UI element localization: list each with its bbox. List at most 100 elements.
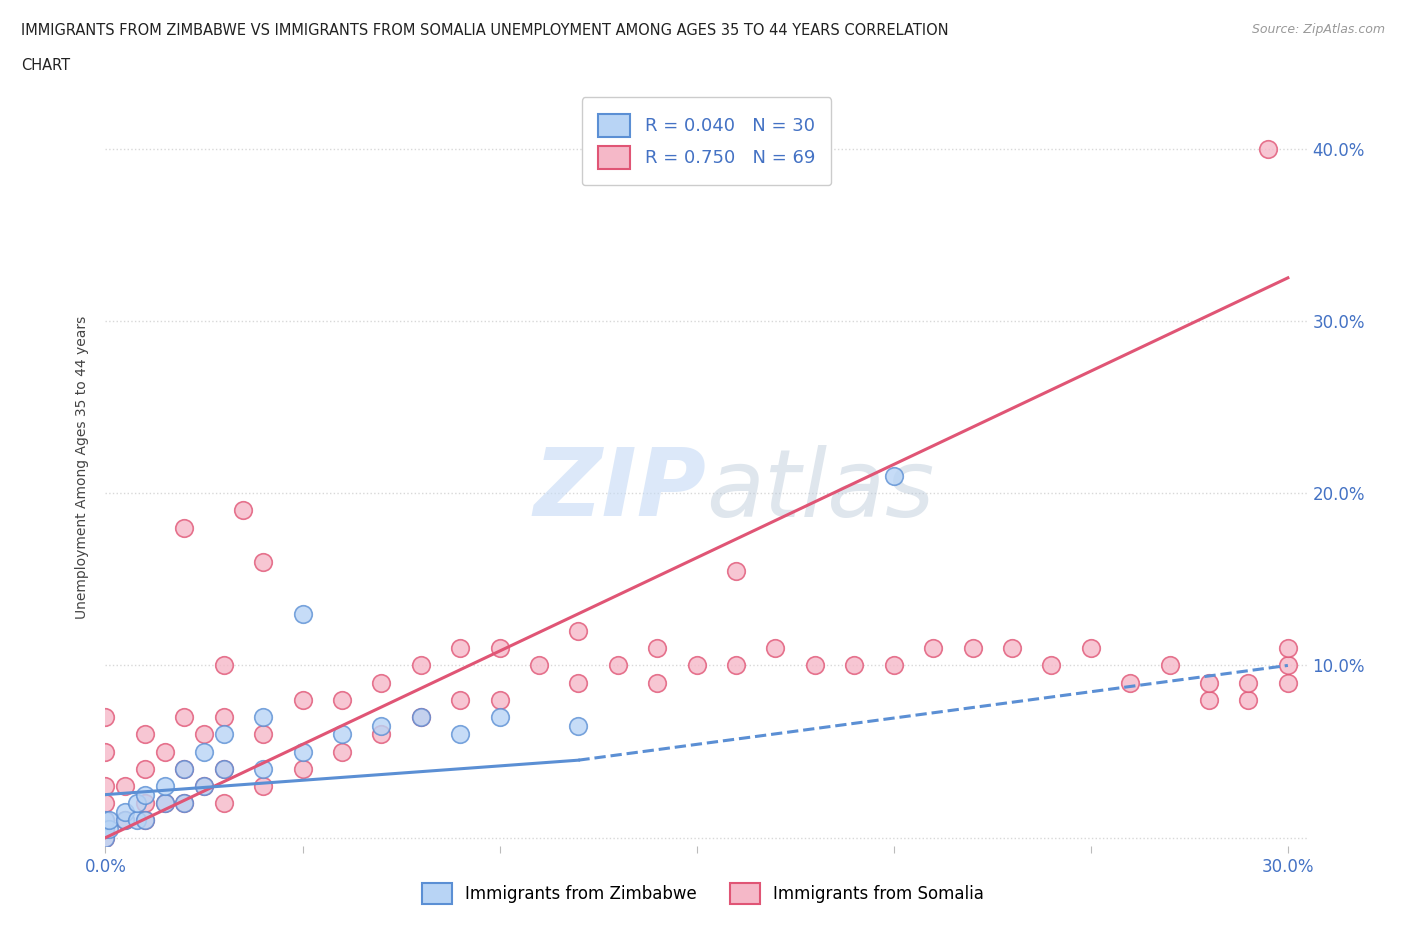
Point bbox=[252, 554, 274, 569]
Point bbox=[1001, 641, 1024, 656]
Point bbox=[153, 796, 176, 811]
Point bbox=[252, 762, 274, 777]
Point bbox=[883, 469, 905, 484]
Point bbox=[370, 675, 392, 690]
Point bbox=[449, 641, 471, 656]
Point bbox=[173, 762, 195, 777]
Point bbox=[291, 693, 314, 708]
Point bbox=[94, 710, 117, 724]
Point bbox=[804, 658, 827, 673]
Point bbox=[125, 796, 148, 811]
Point bbox=[488, 693, 510, 708]
Point bbox=[725, 658, 748, 673]
Point bbox=[1277, 658, 1299, 673]
Point bbox=[193, 778, 215, 793]
Point bbox=[153, 796, 176, 811]
Text: Source: ZipAtlas.com: Source: ZipAtlas.com bbox=[1251, 23, 1385, 36]
Point bbox=[922, 641, 945, 656]
Point bbox=[94, 830, 117, 845]
Point bbox=[212, 710, 235, 724]
Point bbox=[1277, 641, 1299, 656]
Point bbox=[134, 727, 156, 742]
Point bbox=[962, 641, 984, 656]
Point bbox=[409, 710, 432, 724]
Point bbox=[252, 778, 274, 793]
Point bbox=[173, 520, 195, 535]
Point bbox=[193, 727, 215, 742]
Point bbox=[1198, 675, 1220, 690]
Text: IMMIGRANTS FROM ZIMBABWE VS IMMIGRANTS FROM SOMALIA UNEMPLOYMENT AMONG AGES 35 T: IMMIGRANTS FROM ZIMBABWE VS IMMIGRANTS F… bbox=[21, 23, 949, 38]
Point bbox=[212, 727, 235, 742]
Point bbox=[645, 675, 668, 690]
Point bbox=[134, 762, 156, 777]
Point bbox=[94, 744, 117, 759]
Point bbox=[409, 710, 432, 724]
Point bbox=[125, 813, 148, 828]
Point bbox=[153, 744, 176, 759]
Point bbox=[134, 813, 156, 828]
Point bbox=[1198, 693, 1220, 708]
Point bbox=[153, 778, 176, 793]
Point bbox=[212, 762, 235, 777]
Point bbox=[114, 813, 136, 828]
Point bbox=[1159, 658, 1181, 673]
Point bbox=[94, 813, 117, 828]
Legend: Immigrants from Zimbabwe, Immigrants from Somalia: Immigrants from Zimbabwe, Immigrants fro… bbox=[413, 874, 993, 912]
Point bbox=[98, 821, 121, 836]
Point bbox=[883, 658, 905, 673]
Point bbox=[252, 710, 274, 724]
Point bbox=[370, 718, 392, 733]
Point bbox=[527, 658, 550, 673]
Point bbox=[449, 693, 471, 708]
Point bbox=[567, 718, 589, 733]
Point bbox=[330, 744, 353, 759]
Point bbox=[94, 830, 117, 845]
Point bbox=[567, 623, 589, 638]
Point bbox=[114, 813, 136, 828]
Point bbox=[98, 813, 121, 828]
Point bbox=[134, 813, 156, 828]
Y-axis label: Unemployment Among Ages 35 to 44 years: Unemployment Among Ages 35 to 44 years bbox=[76, 315, 90, 619]
Point bbox=[1237, 675, 1260, 690]
Point bbox=[330, 693, 353, 708]
Point bbox=[94, 813, 117, 828]
Point bbox=[765, 641, 787, 656]
Text: atlas: atlas bbox=[707, 445, 935, 536]
Point bbox=[134, 796, 156, 811]
Text: CHART: CHART bbox=[21, 58, 70, 73]
Point bbox=[212, 658, 235, 673]
Point bbox=[173, 762, 195, 777]
Point bbox=[330, 727, 353, 742]
Point bbox=[94, 821, 117, 836]
Point bbox=[252, 727, 274, 742]
Point bbox=[1277, 675, 1299, 690]
Point bbox=[212, 762, 235, 777]
Point bbox=[685, 658, 707, 673]
Point bbox=[488, 641, 510, 656]
Point bbox=[1040, 658, 1063, 673]
Point bbox=[449, 727, 471, 742]
Point bbox=[94, 821, 117, 836]
Point bbox=[173, 796, 195, 811]
Point bbox=[291, 762, 314, 777]
Point bbox=[488, 710, 510, 724]
Point bbox=[291, 606, 314, 621]
Point bbox=[212, 796, 235, 811]
Point bbox=[173, 710, 195, 724]
Point bbox=[1237, 693, 1260, 708]
Point bbox=[645, 641, 668, 656]
Point bbox=[232, 503, 254, 518]
Point bbox=[370, 727, 392, 742]
Point bbox=[567, 675, 589, 690]
Point bbox=[1119, 675, 1142, 690]
Point bbox=[409, 658, 432, 673]
Legend: R = 0.040   N = 30, R = 0.750   N = 69: R = 0.040 N = 30, R = 0.750 N = 69 bbox=[582, 98, 831, 185]
Point bbox=[173, 796, 195, 811]
Point bbox=[114, 804, 136, 819]
Point bbox=[606, 658, 628, 673]
Point bbox=[844, 658, 866, 673]
Point bbox=[193, 744, 215, 759]
Point bbox=[1080, 641, 1102, 656]
Point bbox=[114, 778, 136, 793]
Point bbox=[134, 787, 156, 802]
